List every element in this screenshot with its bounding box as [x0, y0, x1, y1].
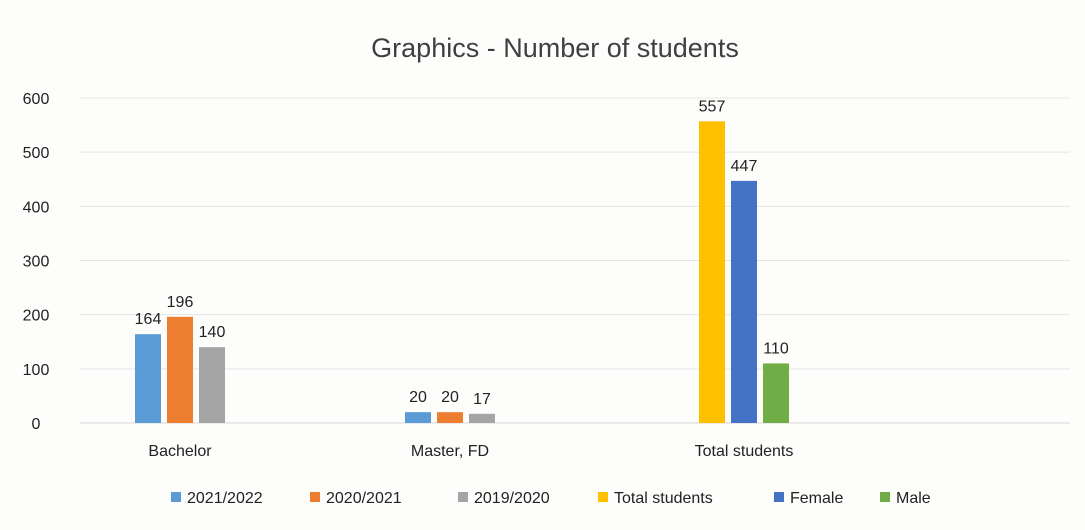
legend: 2021/2022 2020/2021 2019/2020 Total student… [171, 490, 931, 507]
legend-swatch [171, 492, 181, 502]
legend-item: 2020/2021 [310, 490, 402, 507]
data-label: 196 [167, 294, 194, 311]
legend-label: 2019/2020 [474, 490, 550, 507]
bar-total-students-female [731, 180, 757, 423]
legend-swatch [458, 492, 468, 502]
data-label: 17 [473, 391, 491, 408]
category-label: Master, FD [411, 443, 489, 460]
y-tick-label: 100 [23, 362, 50, 379]
legend-label: 2020/2021 [326, 490, 402, 507]
legend-item: 2019/2020 [458, 490, 550, 507]
legend-swatch [598, 492, 608, 502]
legend-item: Male [880, 490, 931, 507]
chart-title: Graphics - Number of students [371, 33, 739, 63]
category-label: Total students [695, 443, 794, 460]
y-tick-label: 0 [32, 416, 41, 433]
x-axis-categories: Bachelor Master, FD Total students [148, 443, 793, 460]
legend-item: Total students [598, 490, 713, 507]
data-label: 164 [135, 311, 162, 328]
bar-master-fd-2020-2021 [437, 412, 463, 423]
bar-master-fd-2021-2022 [405, 412, 431, 423]
bar-bachelor-2020-2021 [167, 316, 193, 423]
legend-item: 2021/2022 [171, 490, 263, 507]
data-label: 20 [409, 389, 427, 406]
legend-label: Female [790, 490, 843, 507]
bars [135, 121, 789, 424]
data-label: 20 [441, 389, 459, 406]
y-tick-label: 400 [23, 199, 50, 216]
legend-label: 2021/2022 [187, 490, 263, 507]
data-label: 140 [199, 324, 226, 341]
y-axis-ticks: 0 100 200 300 400 500 600 [23, 91, 50, 433]
legend-swatch [774, 492, 784, 502]
y-tick-label: 300 [23, 254, 50, 271]
bar-total-students-total-students [699, 121, 725, 424]
data-labels: 164 196 140 20 20 17 557 447 110 [135, 98, 789, 408]
data-label: 110 [763, 340, 789, 357]
y-tick-label: 600 [23, 91, 50, 108]
legend-swatch [880, 492, 890, 502]
bar-bachelor-2019-2020 [199, 347, 225, 423]
category-label: Bachelor [148, 443, 212, 460]
bar-bachelor-2021-2022 [135, 334, 161, 423]
legend-label: Male [896, 490, 931, 507]
bar-master-fd-2019-2020 [469, 413, 495, 423]
data-label: 557 [699, 98, 726, 115]
legend-swatch [310, 492, 320, 502]
bar-total-students-male [763, 363, 789, 423]
y-tick-label: 200 [23, 308, 50, 325]
legend-item: Female [774, 490, 843, 507]
data-label: 447 [731, 158, 758, 175]
y-tick-label: 500 [23, 145, 50, 162]
gridlines [80, 97, 1070, 424]
legend-label: Total students [614, 490, 713, 507]
